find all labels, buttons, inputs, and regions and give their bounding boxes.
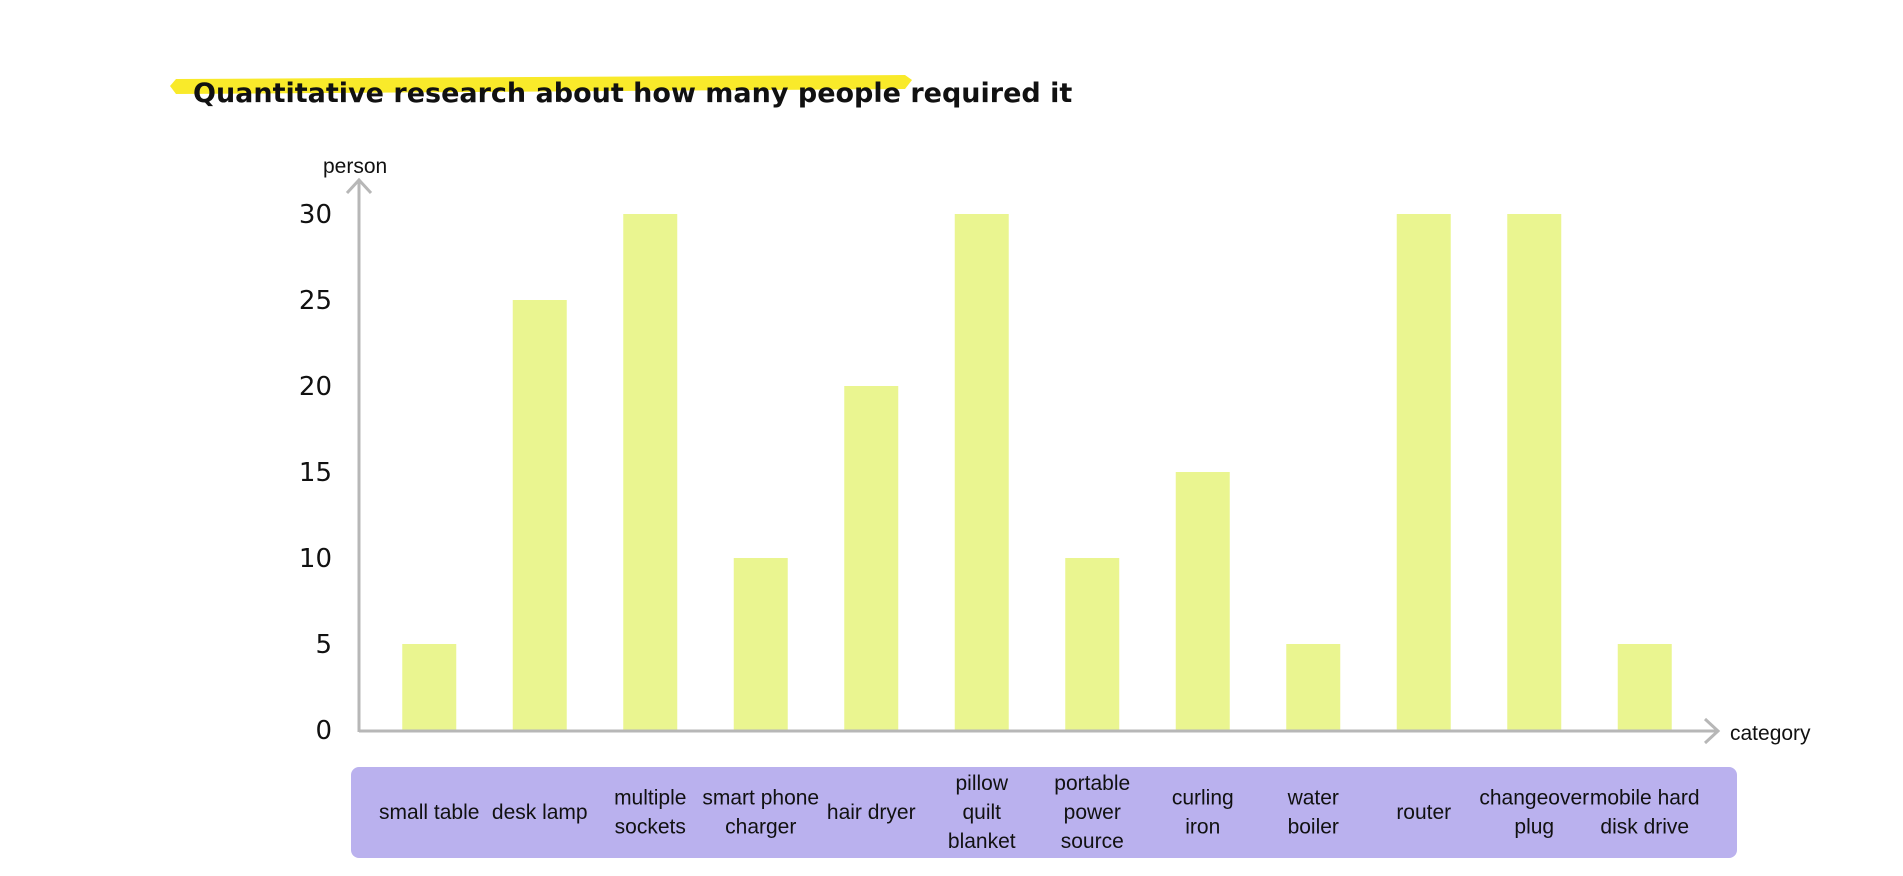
y-tick-label: 20 bbox=[299, 372, 332, 402]
bar bbox=[1286, 644, 1341, 730]
x-category-label: curling iron bbox=[1172, 787, 1234, 839]
x-category-label: small table bbox=[379, 801, 479, 824]
y-tick-label: 25 bbox=[299, 286, 332, 316]
bar bbox=[1507, 214, 1562, 730]
bar bbox=[623, 214, 678, 730]
x-category-label: mobile hard disk drive bbox=[1590, 787, 1700, 839]
bar bbox=[402, 644, 457, 730]
x-category-labels: small table desk lamp multiple sockets smart… bbox=[379, 772, 1700, 853]
chart-title: Quantitative research about how many peo… bbox=[193, 78, 1072, 109]
bar bbox=[1396, 214, 1451, 730]
y-tick-label: 5 bbox=[315, 630, 332, 660]
bar bbox=[844, 386, 899, 730]
x-category-label: hair dryer bbox=[827, 801, 916, 824]
y-tick-labels: 0 5 10 15 20 25 30 bbox=[299, 200, 332, 746]
bar bbox=[1175, 472, 1230, 730]
y-axis-arrow-icon bbox=[345, 177, 373, 195]
x-category-label: smart phone charger bbox=[702, 787, 819, 839]
bar bbox=[1617, 644, 1672, 730]
y-tick-label: 0 bbox=[315, 716, 332, 746]
y-tick-label: 15 bbox=[299, 458, 332, 488]
x-axis-arrow-icon bbox=[1703, 717, 1721, 745]
x-category-label: water boiler bbox=[1287, 787, 1339, 839]
bar bbox=[733, 558, 788, 730]
x-category-label: changeover plug bbox=[1479, 787, 1589, 839]
title-highlight bbox=[170, 75, 912, 94]
x-category-label: router bbox=[1396, 801, 1451, 824]
x-category-label: pillow quilt blanket bbox=[948, 772, 1016, 853]
y-tick-label: 30 bbox=[299, 200, 332, 230]
x-category-label: portable power source bbox=[1054, 772, 1130, 853]
y-tick-label: 10 bbox=[299, 544, 332, 574]
bar bbox=[1065, 558, 1120, 730]
bar bbox=[512, 300, 567, 730]
bars-group bbox=[402, 214, 1672, 730]
y-axis-title: person bbox=[323, 155, 387, 178]
category-band bbox=[351, 767, 1737, 858]
x-axis-title: category bbox=[1730, 722, 1811, 745]
bar bbox=[954, 214, 1009, 730]
x-category-label: multiple sockets bbox=[614, 787, 686, 839]
x-category-label: desk lamp bbox=[492, 801, 588, 824]
